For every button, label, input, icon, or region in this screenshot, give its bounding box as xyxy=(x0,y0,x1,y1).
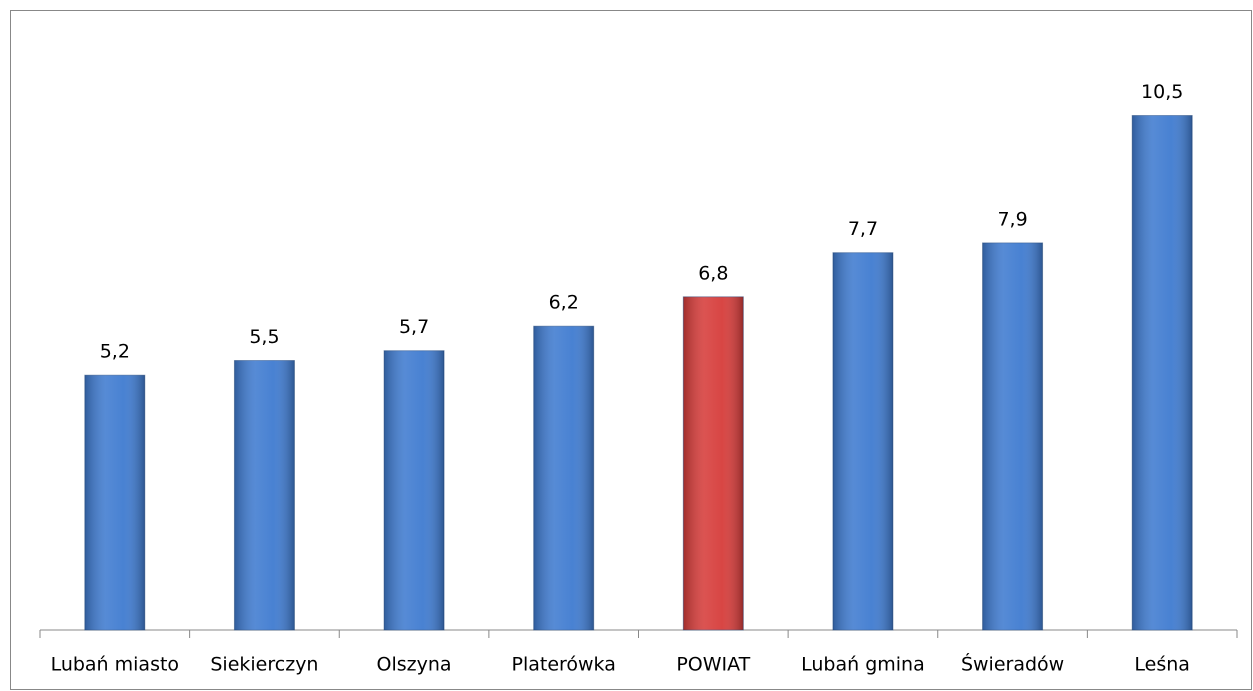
x-tick-label: POWIAT xyxy=(676,654,750,676)
chart-border xyxy=(10,10,1252,690)
x-tick-label: Olszyna xyxy=(377,654,452,676)
x-tick-label: Siekierczyn xyxy=(210,654,318,676)
value-label: 6,2 xyxy=(549,292,579,314)
bar-shade xyxy=(384,350,445,630)
value-label: 5,7 xyxy=(399,316,429,338)
value-label: 7,7 xyxy=(848,218,878,240)
bar-shade xyxy=(1132,115,1193,630)
x-tick-label: Świeradów xyxy=(961,652,1064,676)
bar-shade xyxy=(683,296,744,630)
value-label: 6,8 xyxy=(698,262,728,284)
value-label: 10,5 xyxy=(1141,81,1183,103)
x-tick-label: Lubań miasto xyxy=(51,654,179,676)
value-label: 5,5 xyxy=(249,326,279,348)
bar-shade xyxy=(533,326,594,630)
x-tick-label: Leśna xyxy=(1134,654,1190,676)
x-tick-label: Platerówka xyxy=(511,654,615,676)
x-tick-label: Lubań gmina xyxy=(801,654,925,676)
bar-shade xyxy=(84,375,145,630)
value-label: 5,2 xyxy=(100,341,130,363)
bar-shade xyxy=(832,252,893,630)
bar-shade xyxy=(234,360,295,630)
value-label: 7,9 xyxy=(997,208,1027,230)
bar-shade xyxy=(982,242,1043,630)
